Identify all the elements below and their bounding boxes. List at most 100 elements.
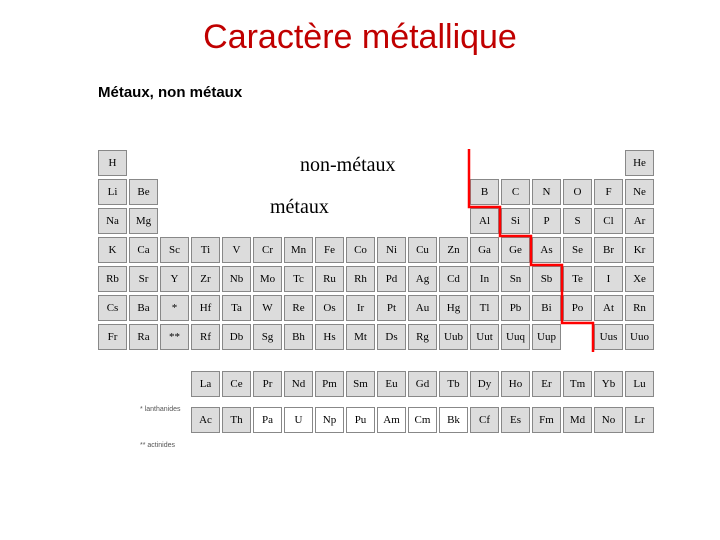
empty-cell bbox=[377, 208, 406, 234]
empty-cell bbox=[191, 208, 220, 234]
empty-cell bbox=[563, 324, 592, 350]
element-cell: Ti bbox=[191, 237, 220, 263]
element-cell: Tm bbox=[563, 371, 592, 397]
element-cell: Fe bbox=[315, 237, 344, 263]
element-cell: Ge bbox=[501, 237, 530, 263]
element-cell: Uup bbox=[532, 324, 561, 350]
empty-cell bbox=[532, 150, 561, 176]
empty-cell bbox=[346, 150, 375, 176]
element-cell: Yb bbox=[594, 371, 623, 397]
empty-cell bbox=[160, 179, 189, 205]
element-cell: Sg bbox=[253, 324, 282, 350]
element-cell: Ca bbox=[129, 237, 158, 263]
element-cell: Sm bbox=[346, 371, 375, 397]
empty-cell bbox=[408, 150, 437, 176]
element-cell: Na bbox=[98, 208, 127, 234]
element-cell: Hg bbox=[439, 295, 468, 321]
element-cell: P bbox=[532, 208, 561, 234]
element-cell: Rg bbox=[408, 324, 437, 350]
element-cell: Pm bbox=[315, 371, 344, 397]
element-cell: Se bbox=[563, 237, 592, 263]
element-cell: Si bbox=[501, 208, 530, 234]
element-cell: Uus bbox=[594, 324, 623, 350]
periodic-table: HHeLiBeBCNOFNeNaMgAlSiPSClArKCaScTiVCrMn… bbox=[98, 150, 656, 443]
element-cell: Zr bbox=[191, 266, 220, 292]
footnote-actinides: ** actinides bbox=[140, 442, 175, 449]
element-cell: Er bbox=[532, 371, 561, 397]
element-cell: Db bbox=[222, 324, 251, 350]
element-cell: Ar bbox=[625, 208, 654, 234]
element-cell: Am bbox=[377, 407, 406, 433]
element-cell: Cu bbox=[408, 237, 437, 263]
element-cell: Po bbox=[563, 295, 592, 321]
element-cell: Au bbox=[408, 295, 437, 321]
empty-cell bbox=[284, 150, 313, 176]
element-cell: He bbox=[625, 150, 654, 176]
element-cell: Pb bbox=[501, 295, 530, 321]
element-cell: Mn bbox=[284, 237, 313, 263]
element-cell: Hs bbox=[315, 324, 344, 350]
element-cell: Cs bbox=[98, 295, 127, 321]
table-row: KCaScTiVCrMnFeCoNiCuZnGaGeAsSeBrKr bbox=[98, 237, 656, 263]
element-cell: As bbox=[532, 237, 561, 263]
empty-cell bbox=[284, 179, 313, 205]
element-cell: Pr bbox=[253, 371, 282, 397]
empty-cell bbox=[439, 150, 468, 176]
element-cell: Rh bbox=[346, 266, 375, 292]
element-cell: Cr bbox=[253, 237, 282, 263]
element-cell: F bbox=[594, 179, 623, 205]
element-cell: Tb bbox=[439, 371, 468, 397]
element-cell: Ne bbox=[625, 179, 654, 205]
empty-cell bbox=[222, 208, 251, 234]
element-cell: Os bbox=[315, 295, 344, 321]
empty-cell bbox=[346, 179, 375, 205]
empty-cell bbox=[377, 150, 406, 176]
element-cell: La bbox=[191, 371, 220, 397]
element-cell: Dy bbox=[470, 371, 499, 397]
element-cell: Xe bbox=[625, 266, 654, 292]
element-cell: Ir bbox=[346, 295, 375, 321]
empty-cell bbox=[408, 179, 437, 205]
element-cell: Np bbox=[315, 407, 344, 433]
element-cell: * bbox=[160, 295, 189, 321]
element-cell: Ra bbox=[129, 324, 158, 350]
empty-cell bbox=[315, 150, 344, 176]
element-cell: U bbox=[284, 407, 313, 433]
empty-cell bbox=[222, 179, 251, 205]
empty-cell bbox=[501, 150, 530, 176]
element-cell: V bbox=[222, 237, 251, 263]
element-cell: S bbox=[563, 208, 592, 234]
empty-cell bbox=[439, 179, 468, 205]
element-cell: Ag bbox=[408, 266, 437, 292]
element-cell: Ds bbox=[377, 324, 406, 350]
empty-cell bbox=[160, 208, 189, 234]
empty-cell bbox=[191, 150, 220, 176]
element-cell: Md bbox=[563, 407, 592, 433]
element-cell: Lu bbox=[625, 371, 654, 397]
element-cell: Gd bbox=[408, 371, 437, 397]
element-cell: K bbox=[98, 237, 127, 263]
element-cell: O bbox=[563, 179, 592, 205]
element-cell: Mg bbox=[129, 208, 158, 234]
lanthanides-row: LaCePrNdPmSmEuGdTbDyHoErTmYbLu bbox=[191, 371, 656, 397]
element-cell: No bbox=[594, 407, 623, 433]
table-row: RbSrYZrNbMoTcRuRhPdAgCdInSnSbTeIXe bbox=[98, 266, 656, 292]
element-cell: Es bbox=[501, 407, 530, 433]
element-cell: N bbox=[532, 179, 561, 205]
element-cell: Ac bbox=[191, 407, 220, 433]
element-cell: Ta bbox=[222, 295, 251, 321]
element-cell: Y bbox=[160, 266, 189, 292]
empty-cell bbox=[129, 150, 158, 176]
table-row: HHe bbox=[98, 150, 656, 176]
subtitle: Métaux, non métaux bbox=[98, 84, 242, 101]
element-cell: ** bbox=[160, 324, 189, 350]
element-cell: Te bbox=[563, 266, 592, 292]
element-cell: Nb bbox=[222, 266, 251, 292]
element-cell: I bbox=[594, 266, 623, 292]
table-row: FrRa**RfDbSgBhHsMtDsRgUubUutUuqUupUusUuo bbox=[98, 324, 656, 350]
table-row: NaMgAlSiPSClAr bbox=[98, 208, 656, 234]
element-cell: Rf bbox=[191, 324, 220, 350]
element-cell: Pa bbox=[253, 407, 282, 433]
empty-cell bbox=[315, 179, 344, 205]
element-cell: W bbox=[253, 295, 282, 321]
